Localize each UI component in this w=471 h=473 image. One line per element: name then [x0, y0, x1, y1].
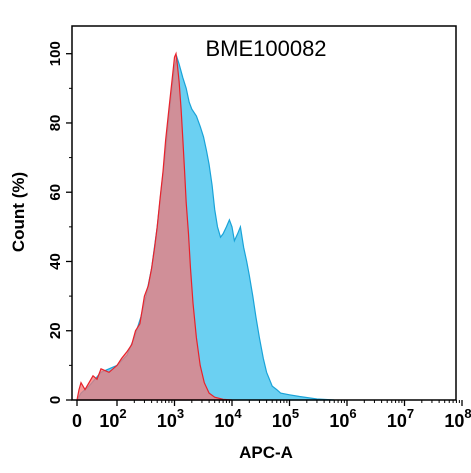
- y-tick-label-0: 0: [47, 396, 64, 404]
- chart-title: BME100082: [205, 36, 326, 61]
- y-axis: 0 20 40 60 80 100: [47, 41, 72, 404]
- x-tick-exponent-7: 8: [464, 406, 471, 421]
- y-tick-label-2: 40: [47, 253, 64, 270]
- y-tick-label-4: 80: [47, 115, 64, 132]
- x-tick-exponent-2: 3: [177, 406, 184, 421]
- y-tick-label-5: 100: [47, 41, 64, 66]
- y-tick-label-1: 20: [47, 322, 64, 339]
- y-axis-title: Count (%): [9, 172, 28, 252]
- x-tick-label-7: 108: [444, 406, 471, 431]
- series-1-area: [75, 54, 335, 401]
- y-tick-label-3: 60: [47, 184, 64, 201]
- plot-frame: [71, 25, 457, 401]
- x-tick-label-1: 102: [99, 406, 126, 431]
- x-tick-exponent-6: 7: [407, 406, 414, 421]
- x-axis-title: APC-A: [239, 443, 293, 462]
- x-axis: 0 102 103 104 105 106 107 108: [72, 400, 471, 431]
- series-layer: [75, 51, 335, 401]
- x-tick-label-0: 0: [72, 411, 82, 431]
- x-tick-label-2: 103: [157, 406, 184, 431]
- x-tick-exponent-5: 6: [349, 406, 356, 421]
- x-tick-exponent-1: 2: [119, 406, 126, 421]
- x-tick-exponent-3: 4: [234, 406, 242, 421]
- series-2-area: [76, 51, 233, 401]
- x-tick-label-6: 107: [387, 406, 414, 431]
- x-tick-exponent-4: 5: [292, 406, 299, 421]
- x-tick-label-3: 104: [214, 406, 242, 431]
- x-tick-label-5: 106: [329, 406, 356, 431]
- x-tick-label-4: 105: [272, 406, 299, 431]
